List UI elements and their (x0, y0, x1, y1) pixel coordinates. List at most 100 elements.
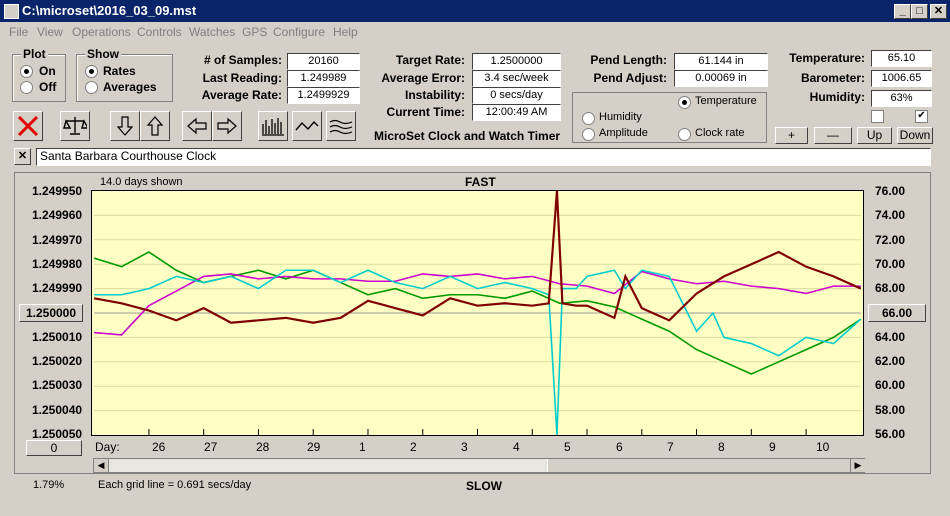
y-right-tick: 64.00 (875, 330, 906, 344)
y-left-tick: 1.250010 (32, 330, 83, 344)
arrow-left-button[interactable] (182, 111, 212, 141)
title-bar: C:\microset\2016_03_09.mst _ □ ✕ (0, 0, 950, 22)
day-label: Day: (95, 440, 120, 454)
y-left-tick: 1.250030 (32, 378, 83, 392)
plot-off-label: Off (39, 80, 57, 94)
x-tick-label: 28 (256, 440, 270, 454)
show-averages-label: Averages (103, 80, 157, 94)
clock-rate-radio[interactable] (678, 128, 691, 141)
grid-note: Each grid line = 0.691 secs/day (98, 479, 252, 491)
last-reading-field: 1.249989 (287, 70, 360, 87)
x-tick-label: 27 (204, 440, 218, 454)
y-right-tick: 60.00 (875, 378, 906, 392)
wave-button[interactable] (292, 111, 322, 141)
menu-configure[interactable]: Configure (273, 25, 326, 39)
temperature-radio[interactable] (678, 96, 691, 109)
menu-watches[interactable]: Watches (189, 25, 236, 39)
y-left-tick: 1.250020 (32, 354, 83, 368)
scroll-right-arrow-icon[interactable]: ▶ (850, 459, 865, 472)
arrow-down-icon (116, 116, 134, 136)
temperature-label: Temperature: (789, 51, 865, 65)
humidity-field: 63% (871, 90, 932, 107)
maximize-button[interactable]: □ (911, 4, 928, 19)
y-right-tick: 62.00 (875, 354, 906, 368)
plot-group-title: Plot (21, 47, 48, 61)
multi-wave-button[interactable] (326, 111, 356, 141)
menu-file[interactable]: File (9, 25, 29, 39)
bar-chart-icon (262, 118, 284, 136)
arrow-right-button[interactable] (212, 111, 242, 141)
amplitude-radio[interactable] (582, 128, 595, 141)
arrow-down-button[interactable] (110, 111, 140, 141)
menu-bar: File View Operations Controls Watches GP… (0, 22, 950, 41)
fast-label: FAST (465, 175, 496, 189)
right-center-button[interactable]: 66.00 (868, 304, 926, 322)
current-time-field: 12:00:49 AM (472, 104, 561, 121)
target-rate-label: Target Rate: (395, 53, 465, 67)
menu-gps[interactable]: GPS (242, 25, 268, 39)
arrow-right-icon (217, 117, 237, 135)
show-rates-label: Rates (103, 64, 136, 78)
menu-operations[interactable]: Operations (72, 25, 131, 39)
humidity-series-line (94, 270, 861, 336)
menu-controls[interactable]: Controls (137, 25, 182, 39)
close-button[interactable]: ✕ (930, 4, 947, 19)
y-right-tick: 74.00 (875, 208, 906, 222)
humidity-label: Humidity: (809, 90, 865, 104)
plot-on-radio[interactable] (20, 65, 33, 78)
x-tick-label: 2 (410, 440, 417, 454)
clear-name-button[interactable]: ✕ (14, 148, 31, 165)
humidity-radio[interactable] (582, 112, 595, 125)
average-rate-label: Average Rate: (201, 88, 282, 102)
menu-view[interactable]: View (37, 25, 63, 39)
window-title: C:\microset\2016_03_09.mst (22, 3, 197, 18)
arrow-up-button[interactable] (140, 111, 170, 141)
balance-button[interactable] (60, 111, 90, 141)
bottom-left-button[interactable]: 0 (26, 440, 82, 456)
show-averages-radio[interactable] (85, 81, 98, 94)
left-checkbox[interactable] (871, 110, 884, 123)
plot-off-radio[interactable] (20, 81, 33, 94)
x-tick-label: 5 (564, 440, 571, 454)
samples-label: # of Samples: (203, 53, 282, 67)
left-center-button[interactable]: 1.250000 (19, 304, 83, 322)
barometer-field: 1006.65 (871, 70, 932, 87)
x-tick-label: 9 (769, 440, 776, 454)
clock-rate-option: Clock rate (695, 127, 745, 139)
multi-wave-icon (329, 119, 353, 135)
y-right-tick: 58.00 (875, 403, 906, 417)
y-right-tick: 70.00 (875, 257, 906, 271)
plus-button[interactable]: + (775, 127, 808, 144)
show-group-title: Show (85, 47, 121, 61)
horizontal-scrollbar[interactable]: ◀ ▶ (93, 458, 865, 473)
pend-length-label: Pend Length: (590, 53, 667, 67)
y-left-tick: 1.250050 (32, 427, 83, 441)
bar-chart-button[interactable] (258, 111, 288, 141)
average-error-field: 3.4 sec/week (472, 70, 561, 87)
instability-label: Instability: (404, 88, 465, 102)
clear-button[interactable] (13, 111, 43, 141)
scrollbar-thumb[interactable] (547, 459, 852, 472)
clear-icon (17, 115, 39, 137)
temperature-option: Temperature (695, 95, 757, 107)
percent-readout: 1.79% (33, 479, 65, 491)
minus-button[interactable]: — (814, 127, 852, 144)
balance-icon (63, 117, 87, 135)
temperature-field: 65.10 (871, 50, 932, 67)
y-left-tick: 1.250040 (32, 403, 83, 417)
down-button[interactable]: Down (897, 127, 933, 144)
app-caption: MicroSet Clock and Watch Timer (374, 129, 561, 143)
menu-help[interactable]: Help (333, 25, 358, 39)
clock-name-field[interactable]: Santa Barbara Courthouse Clock (36, 148, 931, 166)
x-tick-label: 4 (513, 440, 520, 454)
right-checkbox[interactable]: ✔ (915, 110, 928, 123)
y-left-tick: 1.249970 (32, 233, 83, 247)
y-left-tick: 1.249990 (32, 281, 83, 295)
plot-on-label: On (39, 64, 56, 78)
show-rates-radio[interactable] (85, 65, 98, 78)
up-button[interactable]: Up (857, 127, 892, 144)
barometer-label: Barometer: (800, 71, 865, 85)
x-tick-label: 1 (359, 440, 366, 454)
scroll-left-arrow-icon[interactable]: ◀ (94, 459, 109, 472)
minimize-button[interactable]: _ (894, 4, 911, 19)
